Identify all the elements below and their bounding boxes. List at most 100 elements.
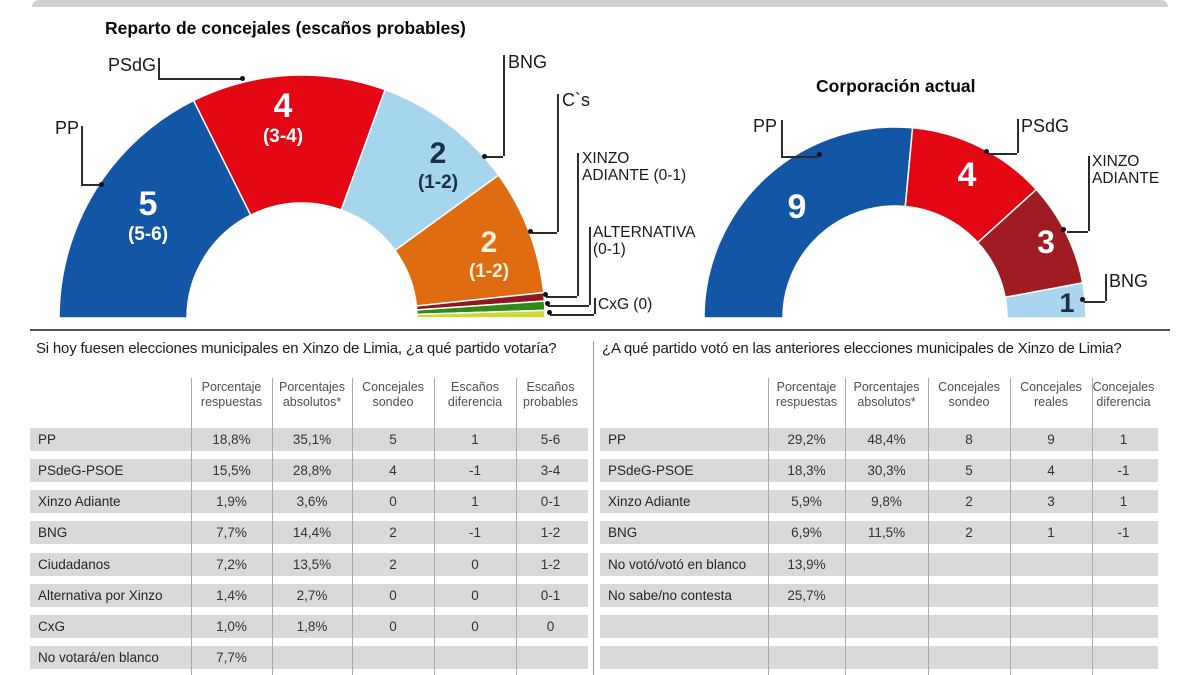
table-header-spacer — [600, 380, 768, 410]
table-cell-value: 4 — [389, 463, 397, 478]
callout-leader-dot — [984, 149, 989, 154]
callout-leader-line — [1088, 156, 1090, 231]
table-cell-value: 35,1% — [292, 432, 332, 447]
row-party-label: BNG — [38, 525, 68, 540]
table-cell-value: 3,6% — [296, 494, 328, 509]
segment-seats: 4 — [273, 87, 293, 125]
table-cell-value: 14,4% — [292, 525, 332, 540]
previous-election-question: ¿A qué partido votó en las anteriores el… — [602, 340, 1122, 357]
callout-leader-line — [81, 126, 83, 184]
segment-value-label: 1 — [1059, 289, 1074, 318]
table-cell-value: 1,4% — [216, 588, 247, 603]
table-row: PSdeG-PSOE 15,5% 28,8% 4 -1 3-4 — [30, 459, 588, 482]
callout-leader-dot — [545, 301, 550, 306]
callout-leader-dot — [547, 310, 552, 315]
table-cell-value: 13,5% — [292, 557, 332, 572]
horizontal-separator — [30, 329, 1170, 331]
table-cell-value: 29,2% — [787, 432, 826, 447]
column-separator-line — [1092, 378, 1093, 675]
row-party-label: Xinzo Adiante — [608, 494, 691, 509]
segment-pp — [58, 99, 252, 319]
column-separator-line — [191, 378, 192, 675]
callout-leader-dot — [240, 76, 245, 81]
segment-seats: 4 — [957, 156, 977, 194]
table-cell-value: 1 — [1119, 494, 1128, 509]
table-cell-value: 11,5% — [867, 525, 906, 540]
table-cell-value: 25,7% — [787, 588, 826, 603]
segment-seats: 2 — [429, 137, 447, 170]
callout-leader-line — [503, 55, 505, 156]
segment-value-label: 2 (1-2) — [418, 138, 458, 195]
table-cell-value: 8 — [965, 432, 973, 447]
table-cell-value: 1-2 — [540, 525, 561, 540]
party-callout-label: PSdG — [108, 55, 157, 75]
table-row: CxG 1,0% 1,8% 0 0 0 — [30, 615, 588, 638]
table-cell-value: 7,7% — [216, 650, 247, 665]
table-cell-value: 30,3% — [867, 463, 906, 478]
column-header: Concejales diferencia — [1092, 380, 1155, 409]
table-row — [600, 615, 1158, 638]
table-cell-value: -1 — [1117, 525, 1130, 540]
segment-seats: 1 — [1059, 288, 1075, 318]
table-cell-value: -1 — [468, 463, 481, 478]
table-cell-value: 3-4 — [540, 463, 561, 478]
callout-leader-dot — [528, 229, 533, 234]
callout-leader-line — [589, 227, 591, 305]
segment-seat-range: (1-2) — [417, 172, 459, 193]
column-header: Porcentaje respuestas — [775, 380, 838, 409]
table-row: Xinzo Adiante 1,9% 3,6% 0 1 0-1 — [30, 490, 588, 513]
table-cell-value: 18,8% — [212, 432, 251, 447]
column-separator-line — [768, 378, 769, 675]
table-cell-value: 7,2% — [216, 557, 247, 572]
table-row — [600, 646, 1158, 669]
column-separator-line — [928, 378, 929, 675]
seat-projection-half-donut-chart — [58, 74, 546, 319]
top-border-bar — [32, 0, 1168, 7]
table-cell-value: 13,9% — [787, 557, 826, 572]
callout-leader-line — [1017, 119, 1019, 153]
callout-leader-line — [557, 94, 559, 232]
party-callout-label: C`s — [562, 90, 590, 110]
callout-leader-line — [781, 120, 783, 156]
table-cell-value: 5 — [389, 432, 397, 447]
column-separator-line — [845, 378, 846, 675]
party-callout-label: PP — [753, 116, 778, 136]
callout-leader-dot — [1061, 227, 1066, 232]
column-header: Porcentajes absolutos* — [278, 380, 345, 409]
table-header-spacer — [30, 380, 191, 410]
table-cell-value: 18,3% — [787, 463, 826, 478]
column-separator-line — [1010, 378, 1011, 675]
callout-leader-line — [548, 305, 589, 307]
callout-leader-line — [484, 156, 503, 158]
column-header: Porcentaje respuestas — [200, 380, 263, 409]
table-header-row: Porcentaje respuestas Porcentajes absolut… — [30, 380, 588, 410]
segment-seats: 2 — [480, 226, 498, 259]
table-header-row: Porcentaje respuestas Porcentajes absolut… — [600, 380, 1158, 410]
callout-leader-line — [546, 296, 577, 298]
row-party-label: Alternativa por Xinzo — [38, 588, 163, 603]
table-cell-value: 1-2 — [540, 557, 561, 572]
table-cell-value: 1 — [471, 432, 479, 447]
table-cell-value: 28,8% — [292, 463, 332, 478]
table-cell-value: 0 — [471, 557, 479, 572]
table-cell-value: 2,7% — [296, 588, 328, 603]
poll-intention-table: Si hoy fuesen elecciones municipales en … — [30, 338, 588, 675]
segment-seats: 5 — [138, 185, 158, 223]
segment-value-label: 4 (3-4) — [263, 88, 303, 149]
table-cell-value: 2 — [965, 494, 973, 509]
table-cell-value: -1 — [1117, 463, 1130, 478]
segment-value-label: 4 — [958, 157, 977, 193]
column-separator-line — [516, 378, 517, 675]
column-separator-line — [352, 378, 353, 675]
left-chart-title: Reparto de concejales (escaños probables… — [105, 18, 466, 38]
segment-seats: 9 — [787, 188, 807, 226]
callout-leader-line — [158, 58, 160, 78]
party-callout-label: CxG (0) — [598, 296, 653, 313]
column-header: Concejales sondeo — [938, 380, 1000, 409]
row-party-label: PP — [608, 432, 627, 447]
column-header: Concejales sondeo — [362, 380, 424, 409]
callout-leader-dot — [543, 292, 548, 297]
table-row: PP 29,2% 48,4% 8 9 1 — [600, 428, 1158, 451]
table-cell-value: 4 — [1047, 463, 1055, 478]
